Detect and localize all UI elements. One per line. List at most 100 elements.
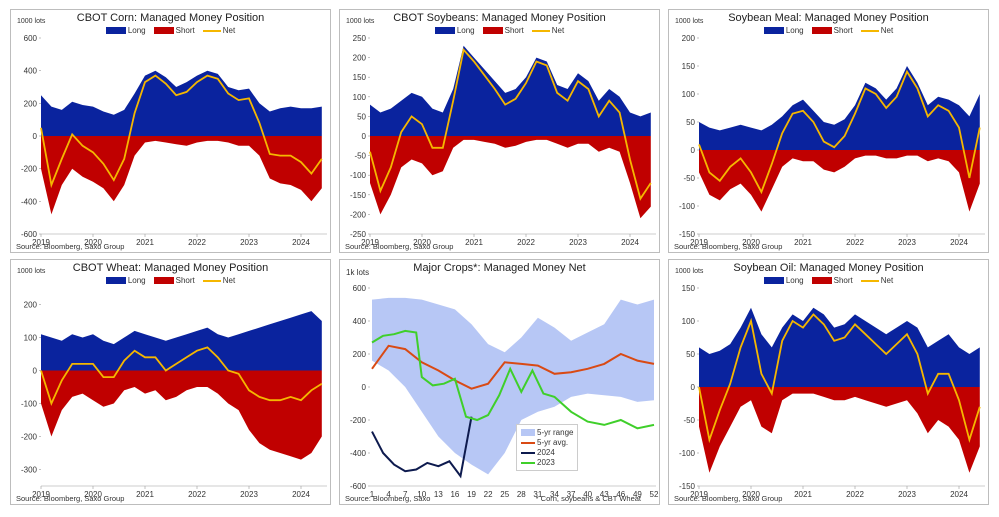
x-tick-label: 2023 (240, 238, 258, 247)
legend-label-long: Long (456, 26, 475, 35)
legend-swatch-long (763, 27, 784, 34)
x-tick-label: 52 (650, 490, 659, 499)
legend-swatch-long (105, 277, 126, 284)
legend-label-short: Short (833, 26, 853, 35)
x-tick-label: 37 (567, 490, 576, 499)
y-tick-label: 200 (353, 350, 367, 359)
legend-label-avg: 5-yr avg. (537, 438, 569, 447)
y-tick-label: 50 (686, 350, 695, 359)
y-tick-label: 200 (24, 301, 38, 310)
legend-label-long: Long (785, 26, 804, 35)
y-tick-label: 0 (362, 132, 367, 141)
x-tick-label: 25 (500, 490, 509, 499)
y-tick-label: -200 (350, 210, 367, 219)
legend-item-net: Net (202, 26, 236, 35)
x-tick-label: 4 (386, 490, 391, 499)
legend-item-long: Long (105, 26, 146, 35)
legend-swatch-short (811, 27, 832, 34)
plot-area: -600 -400 -200 0 200 400 600 2019 2020 2021 2022 20… (21, 34, 327, 247)
plot-area: -250 -200 -150 -100 -50 0 50 100 150 200 250 2019 20… (350, 34, 656, 247)
y-tick-label: 0 (362, 383, 367, 392)
short-area (41, 370, 322, 460)
chart-title: CBOT Wheat: Managed Money Position (72, 262, 269, 274)
y-tick-label: 400 (353, 317, 367, 326)
x-tick-label: 2021 (136, 490, 154, 499)
legend-label-long: Long (127, 26, 146, 35)
legend-item-avg: 5-yr avg. (521, 438, 573, 447)
short-area (370, 136, 651, 219)
y-unit-label: 1000 lots (675, 268, 704, 275)
long-area (41, 311, 322, 371)
legend-label-net: Net (222, 26, 236, 35)
legend-item-short: Short (153, 276, 195, 285)
y-tick-label: 150 (353, 73, 367, 82)
x-tick-label: 2024 (292, 238, 310, 247)
legend-label-net: Net (551, 26, 565, 35)
x-tick-label: 2023 (240, 490, 258, 499)
x-tick-label: 2024 (950, 490, 968, 499)
x-tick-label: 2022 (846, 238, 864, 247)
x-tick-label: 40 (583, 490, 592, 499)
y-tick-label: -50 (354, 152, 366, 161)
source-note: Source: Bloomberg, Saxo Group (345, 242, 454, 251)
legend-item-long: Long (763, 26, 804, 35)
y-tick-label: -50 (683, 416, 695, 425)
legend-label-2024: 2024 (537, 448, 555, 457)
legend-item-long: Long (434, 26, 475, 35)
legend-swatch-short (153, 277, 174, 284)
y-tick-label: -200 (21, 433, 38, 442)
legend-swatch-short (153, 27, 174, 34)
legend-label-net: Net (880, 26, 894, 35)
legend-label-short: Short (175, 276, 195, 285)
chart-legend: Long Short Net (11, 26, 330, 35)
legend-label-net: Net (880, 276, 894, 285)
chart-title: Soybean Meal: Managed Money Position (728, 12, 929, 24)
x-tick-label: 2020 (742, 490, 760, 499)
x-tick-label: 2022 (188, 490, 206, 499)
y-tick-label: -150 (679, 482, 696, 491)
y-tick-label: -50 (683, 174, 695, 183)
y-tick-label: 200 (353, 54, 367, 63)
legend-item-2024: 2024 (521, 448, 573, 457)
short-area (699, 150, 980, 212)
chart-panel-corn: CBOT Corn: Managed Money Position 1000 l… (10, 9, 331, 253)
legend-item-short: Short (811, 276, 853, 285)
source-note: Source: Bloomberg, Saxo Group (674, 494, 783, 503)
chart-panel-major-crops: Major Crops*: Managed Money Net 1k lots … (339, 259, 660, 505)
legend-item-2023: 2023 (521, 458, 573, 467)
legend-item-net: Net (202, 276, 236, 285)
chart-title: CBOT Soybeans: Managed Money Position (393, 12, 606, 24)
y-tick-label: 100 (24, 334, 38, 343)
legend-swatch-net (202, 29, 221, 32)
x-tick-label: 2021 (465, 238, 483, 247)
y-tick-label: 0 (33, 132, 38, 141)
legend-item-range: 5-yr range (521, 428, 573, 437)
legend-swatch-2023 (521, 461, 535, 464)
y-tick-label: -400 (350, 449, 367, 458)
y-tick-label: 100 (353, 93, 367, 102)
source-note: Source: Bloomberg, Saxo Group (16, 242, 125, 251)
x-tick-label: 2019 (32, 238, 50, 247)
x-tick-label: 2024 (950, 238, 968, 247)
net-line (698, 69, 981, 195)
source-note: Source: Bloomberg, Saxo (345, 494, 431, 503)
legend-item-short: Short (482, 26, 524, 35)
legend-label-net: Net (222, 276, 236, 285)
y-tick-label: -100 (679, 449, 696, 458)
y-unit-label: 1k lots (346, 268, 370, 277)
chart-panel-soybean-oil: Soybean Oil: Managed Money Position 1000… (668, 259, 989, 505)
x-tick-label: 46 (616, 490, 625, 499)
x-tick-label: 49 (633, 490, 642, 499)
y-tick-label: 0 (691, 146, 696, 155)
y-tick-label: 250 (353, 34, 367, 43)
y-tick-label: 600 (353, 284, 367, 293)
long-area (41, 70, 322, 136)
legend-item-net: Net (860, 26, 894, 35)
y-tick-label: -300 (21, 466, 38, 475)
plot-area: -600 -400 -200 0 200 400 600 1 4 7 10 13 16 19 22 25 28 3… (350, 284, 659, 499)
y-tick-label: 0 (33, 367, 38, 376)
legend-swatch-long (105, 27, 126, 34)
y-unit-label: 1000 lots (675, 18, 704, 25)
chart-legend: Long Short Net (669, 26, 988, 35)
chart-legend: Long Short Net (340, 26, 659, 35)
